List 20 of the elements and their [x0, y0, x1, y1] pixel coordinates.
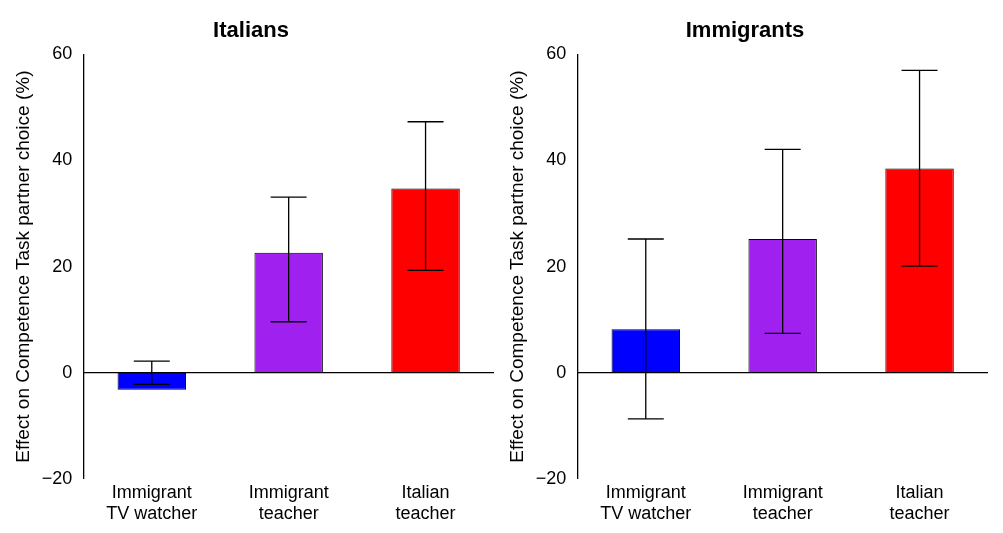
y-tick-label: 40 — [546, 149, 567, 170]
y-tick-label: 0 — [62, 361, 73, 382]
y-tick-label: 40 — [52, 149, 73, 170]
y-axis-title: Effect on Competence Task partner choice (%) — [11, 70, 33, 463]
chart-title: Italians — [213, 17, 289, 43]
y-tick-label: 60 — [52, 43, 73, 64]
x-tick-label: Italian teacher — [395, 481, 456, 524]
y-axis-title: Effect on Competence Task partner choice (%) — [505, 70, 527, 463]
x-tick-label: Immigrant TV watcher — [106, 481, 198, 524]
y-tick-label: 0 — [556, 361, 567, 382]
x-tick-label: Italian teacher — [889, 481, 950, 524]
y-tick-label: 60 — [546, 43, 567, 64]
y-tick-label: −20 — [41, 467, 73, 488]
y-tick-label: 20 — [52, 255, 73, 276]
y-tick-label: −20 — [535, 467, 567, 488]
chart-title: Immigrants — [685, 17, 805, 43]
x-tick-label: Immigrant teacher — [248, 481, 329, 524]
x-tick-label: Immigrant teacher — [742, 481, 823, 524]
x-tick-label: Immigrant TV watcher — [600, 481, 692, 524]
y-tick-label: 20 — [546, 255, 567, 276]
